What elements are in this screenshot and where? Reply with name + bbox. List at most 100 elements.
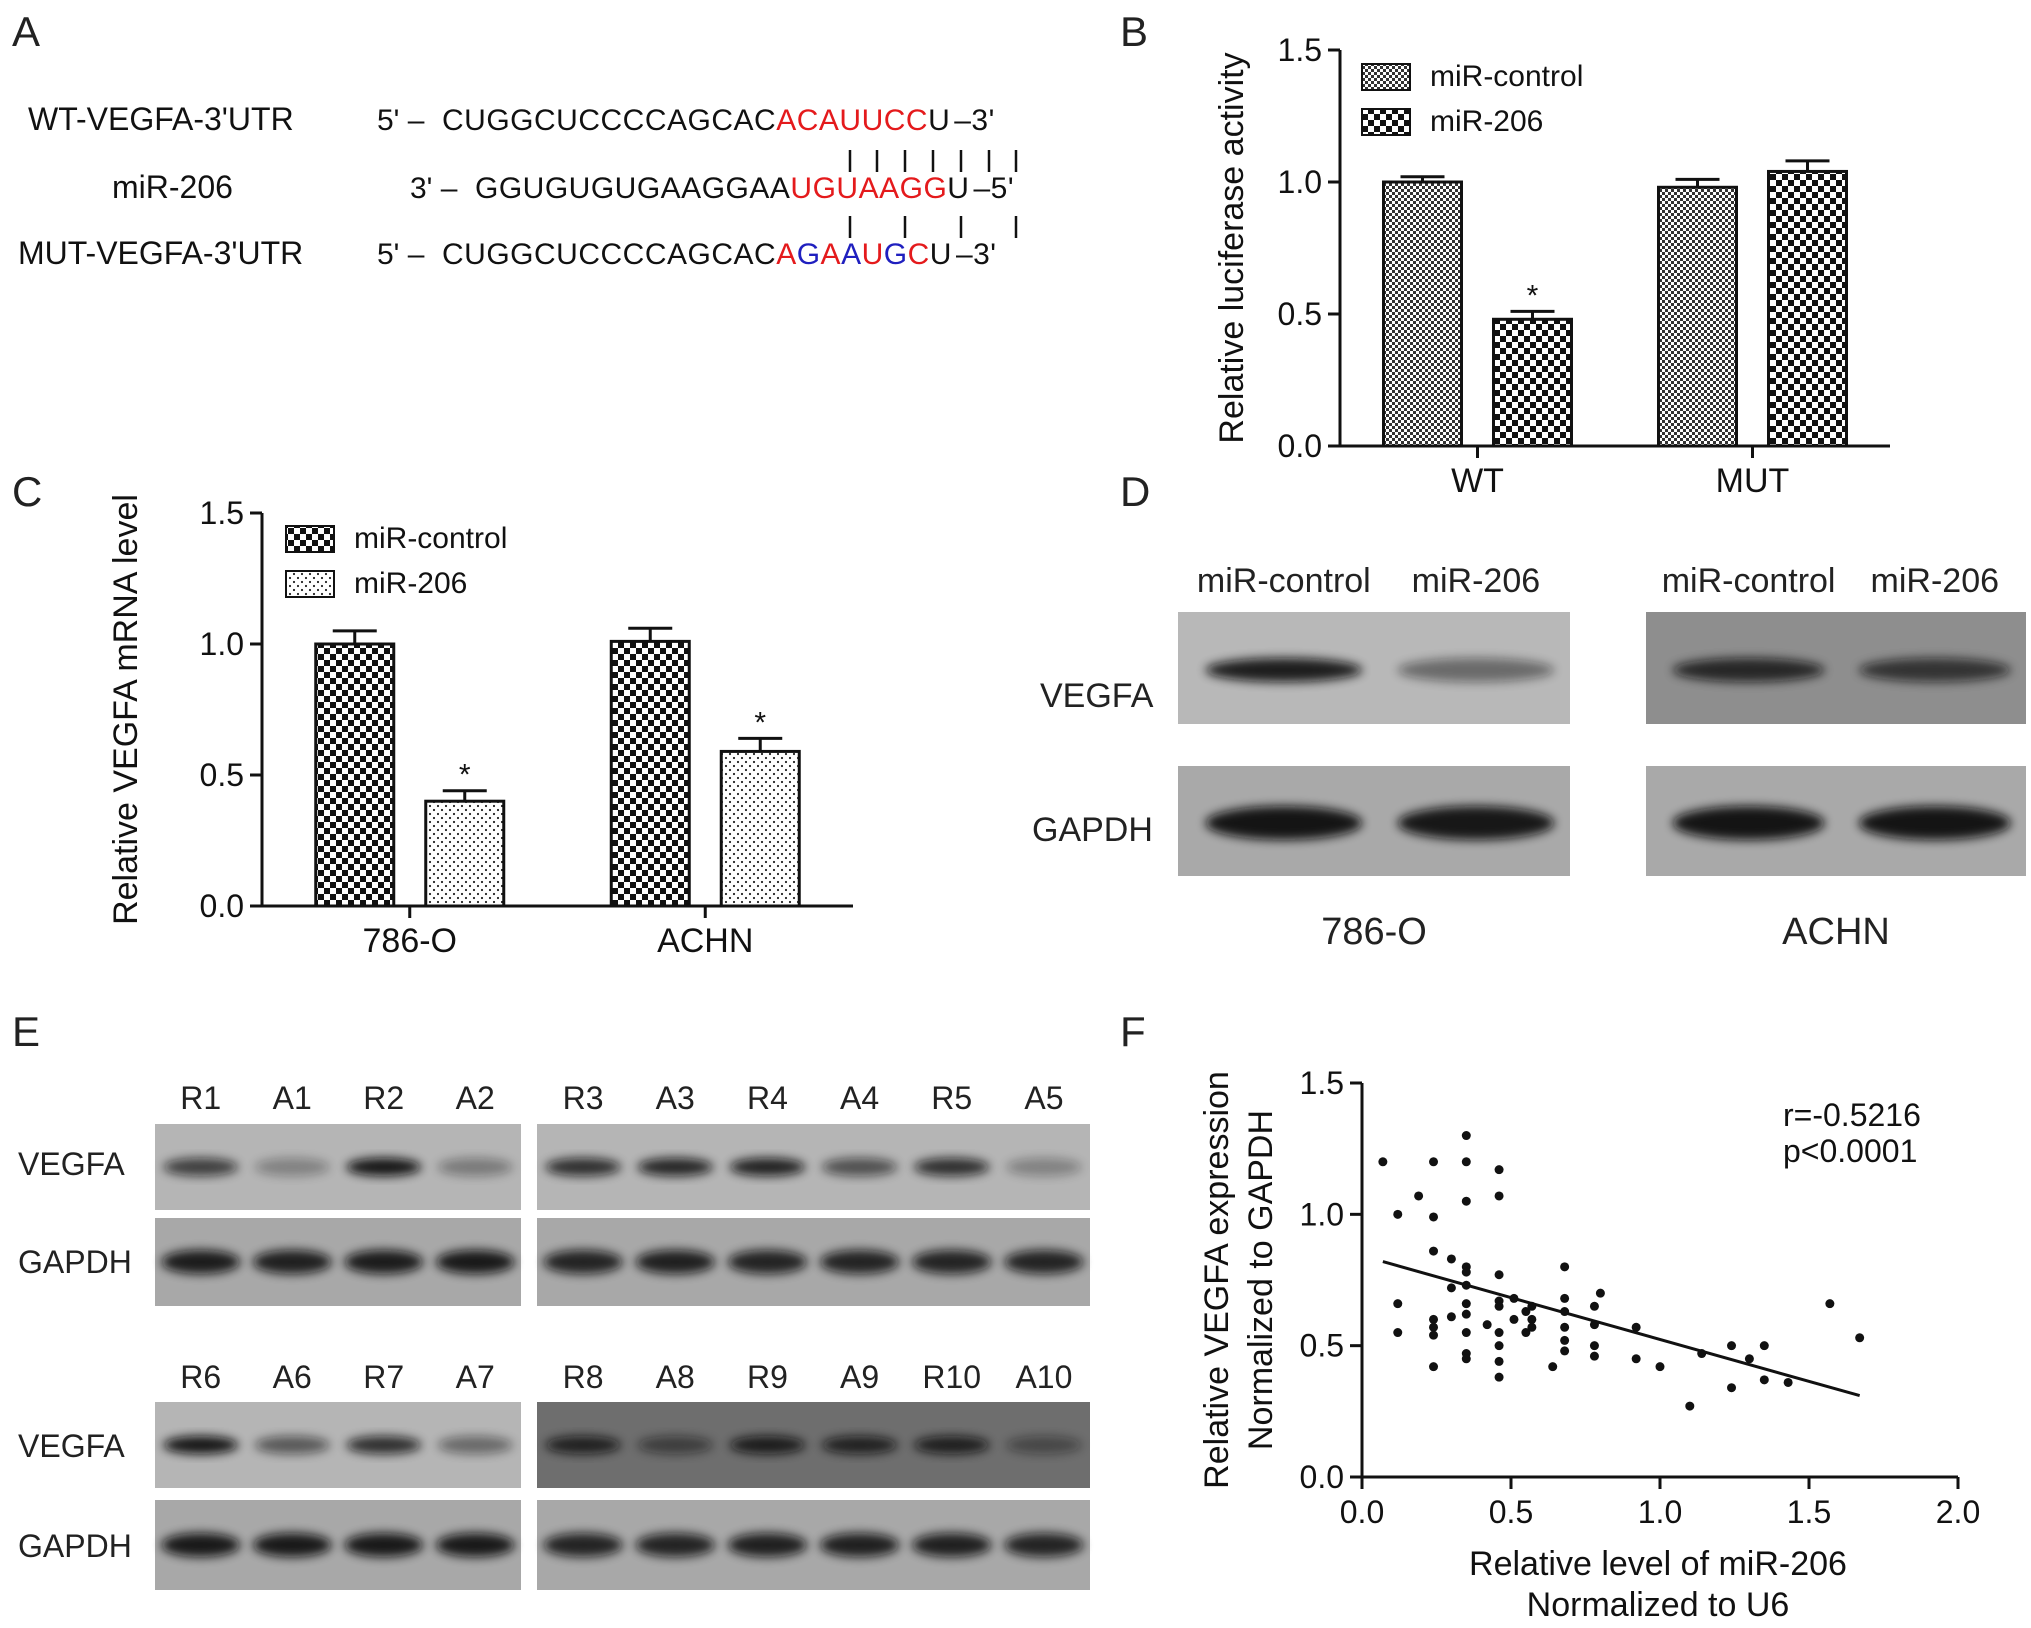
blot-row-label: GAPDH xyxy=(1032,811,1153,849)
protein-band xyxy=(437,1436,513,1454)
panel-letter-c: C xyxy=(12,468,42,515)
scatter-point xyxy=(1509,1293,1519,1303)
scatter-point xyxy=(1461,1354,1471,1364)
lane-label: R4 xyxy=(747,1080,788,1116)
x-tick-label: 0.5 xyxy=(1489,1494,1533,1530)
seed-nucleotide: C xyxy=(797,104,819,137)
protein-band xyxy=(821,1436,898,1454)
lane-label: A7 xyxy=(456,1359,495,1395)
seed-nucleotide: U xyxy=(790,172,812,205)
protein-band xyxy=(819,1533,900,1557)
protein-band xyxy=(1006,1158,1082,1176)
scatter-point xyxy=(1560,1346,1570,1356)
sequence-flank: GGUGUGUGAAGGAA xyxy=(475,172,790,205)
sequence-alignment-panel: WT-VEGFA-3'UTR 5' – CUGGCUCCCCAGCACACAUUCC… xyxy=(18,101,1018,271)
seed-nucleotide: U xyxy=(862,238,884,271)
protein-band xyxy=(1006,1436,1082,1454)
protein-band xyxy=(346,1436,422,1454)
lane-label: A2 xyxy=(456,1080,495,1116)
sequence-suffix: –5' xyxy=(973,172,1014,205)
western-blot-tissues: VEGFA GAPDH VEGFA GAPDH R1 A1 R2 A2 R3 A3 R4 A4 R5 A5… xyxy=(18,1080,1090,1590)
scatter-point xyxy=(1393,1328,1403,1338)
protein-band xyxy=(254,1158,330,1176)
protein-band xyxy=(252,1250,332,1274)
blot-membrane xyxy=(537,1402,1090,1488)
protein-band xyxy=(819,1250,900,1274)
y-axis-title: Relative luciferase activity xyxy=(1213,52,1251,443)
seed-nucleotide: A xyxy=(819,104,840,137)
correlation-annotation: p<0.0001 xyxy=(1783,1133,1917,1169)
sequence-flank: CUGGCUCCCCAGCAC xyxy=(442,104,776,137)
protein-band xyxy=(1205,806,1363,840)
x-axis-subtitle: Normalized to U6 xyxy=(1527,1586,1790,1624)
scatter-point xyxy=(1393,1299,1403,1309)
seed-nucleotide: A xyxy=(776,104,797,137)
sequence-row-label: MUT-VEGFA-3'UTR xyxy=(18,235,303,271)
cell-line-label: ACHN xyxy=(1782,911,1890,953)
protein-band xyxy=(545,1158,621,1176)
protein-band xyxy=(161,1533,241,1557)
blot-row-label: VEGFA xyxy=(18,1428,125,1464)
x-tick-label: WT xyxy=(1451,462,1504,500)
scatter-point xyxy=(1414,1191,1424,1201)
legend-swatch xyxy=(1361,63,1411,91)
scatter-point xyxy=(1461,1309,1471,1319)
legend-label: miR-206 xyxy=(1430,105,1543,138)
scatter-point xyxy=(1560,1322,1570,1332)
bar xyxy=(1492,317,1573,448)
scatter-point xyxy=(1494,1328,1504,1338)
blot-row-label: GAPDH xyxy=(18,1528,132,1564)
protein-band xyxy=(637,1436,714,1454)
sequence-tail: U xyxy=(930,238,952,271)
scatter-point xyxy=(1560,1307,1570,1317)
bar xyxy=(1657,185,1738,448)
sequence-body: CUGGCUCCCCAGCACAGAAUGCU –3' xyxy=(442,238,997,271)
scatter-point xyxy=(1429,1362,1439,1372)
scatter-point xyxy=(1429,1246,1439,1256)
sequence-suffix: –3' xyxy=(956,238,997,271)
protein-band xyxy=(635,1250,715,1274)
lane-label: miR-control xyxy=(1662,562,1836,600)
seed-nucleotide: C xyxy=(906,104,928,137)
scatter-point xyxy=(1494,1372,1504,1382)
sequence-flank: CUGGCUCCCCAGCAC xyxy=(442,238,776,271)
scatter-point xyxy=(1494,1191,1504,1201)
lane-label: A5 xyxy=(1024,1080,1063,1116)
scatter-point xyxy=(1446,1283,1456,1293)
bar xyxy=(609,639,691,908)
legend-swatch xyxy=(285,525,335,553)
lane-label: R9 xyxy=(747,1359,788,1395)
protein-band xyxy=(161,1250,241,1274)
lane-label: miR-control xyxy=(1197,562,1371,600)
lane-label: R1 xyxy=(180,1080,221,1116)
seed-nucleotide: A xyxy=(821,238,842,271)
legend-swatch xyxy=(1361,108,1411,136)
scatter-point xyxy=(1560,1335,1570,1345)
scatter-point xyxy=(1527,1314,1537,1324)
y-tick-label: 1.5 xyxy=(200,495,244,531)
scatter-point xyxy=(1461,1328,1471,1338)
correlation-annotation: r=-0.5216 xyxy=(1783,1097,1921,1133)
seed-nucleotide: G xyxy=(900,172,924,205)
scatter-point xyxy=(1697,1349,1707,1359)
sequence-prefix: 5' – xyxy=(377,238,425,271)
scatter-point xyxy=(1494,1341,1504,1351)
seed-nucleotide: A xyxy=(841,238,862,271)
significance-marker: * xyxy=(459,759,471,792)
scatter-point xyxy=(1461,1196,1471,1206)
protein-band xyxy=(252,1533,332,1557)
scatter-point xyxy=(1378,1157,1388,1167)
lane-label: R8 xyxy=(563,1359,604,1395)
protein-band xyxy=(912,1533,992,1557)
y-axis-title: Relative VEGFA expression xyxy=(1198,1071,1236,1489)
scatter-point xyxy=(1461,1267,1471,1277)
sequence-tail: U xyxy=(947,172,969,205)
panel-letter-b: B xyxy=(1120,8,1148,55)
protein-band xyxy=(1004,1250,1084,1274)
western-blot-cell-lines: VEGFA GAPDH miR-control miR-206 786-O miR-con… xyxy=(1032,562,2026,953)
x-tick-label: ACHN xyxy=(657,922,753,960)
lane-label: R3 xyxy=(563,1080,604,1116)
scatter-point xyxy=(1655,1362,1665,1372)
legend-label: miR-206 xyxy=(354,567,467,600)
scatter-point xyxy=(1527,1322,1537,1332)
